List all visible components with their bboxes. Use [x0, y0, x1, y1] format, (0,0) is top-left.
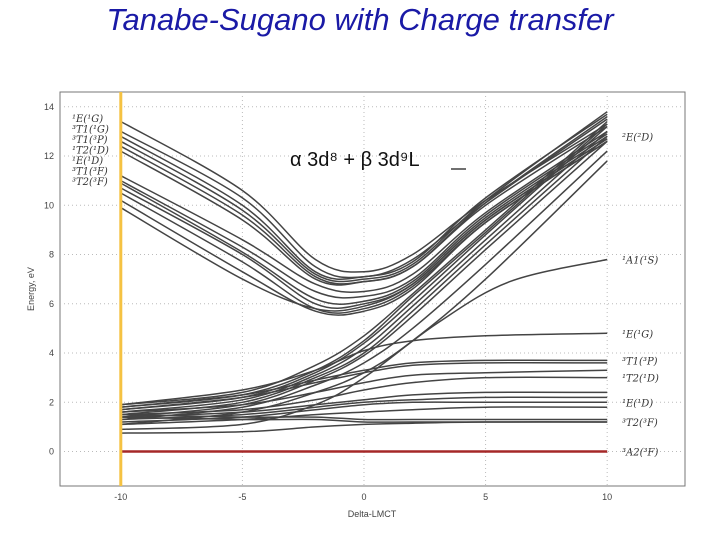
series-line-2 — [120, 113, 608, 281]
left-term-label-1: ³T1(¹G) — [72, 125, 109, 136]
right-term-label-0: ²E(²D) — [622, 132, 653, 143]
y-tick-label-1: 2 — [49, 397, 54, 407]
y-tick-label-6: 12 — [44, 151, 54, 161]
y-tick-label-4: 8 — [49, 250, 54, 260]
series-line-19 — [120, 150, 608, 421]
series-line-27 — [120, 391, 608, 418]
left-term-label-0: ¹E(¹G) — [72, 114, 103, 125]
series-line-25 — [120, 369, 608, 413]
right-term-label-4: ¹T2(¹D) — [622, 374, 659, 385]
y-tick-label-0: 0 — [49, 447, 54, 457]
right-term-labels: ²E(²D) ¹A1(¹S) ¹E(¹G) ³T1(³P) ¹T2(¹D) ¹E(¹D) ³… — [622, 132, 659, 458]
x-tick-label-4: 10 — [602, 492, 612, 502]
series-line-22 — [120, 332, 608, 406]
series-line-7 — [120, 133, 608, 299]
right-term-label-7: ³A2(³F) — [622, 448, 658, 459]
series-line-29 — [120, 401, 608, 423]
y-tick-label-2: 4 — [49, 348, 54, 358]
y-axis-label: Energy, eV — [26, 267, 36, 311]
series-line-31 — [120, 413, 608, 421]
ticks: 0 2 4 6 8 10 12 14 -10 -5 0 5 10 — [44, 102, 612, 502]
x-tick-label-3: 5 — [483, 492, 488, 502]
curves — [120, 111, 608, 453]
left-term-label-6: ³T2(³F) — [72, 177, 108, 188]
right-term-label-6: ³T2(³F) — [622, 418, 658, 429]
series-line-21 — [120, 258, 608, 431]
page-title: Tanabe-Sugano with Charge transfer — [106, 2, 614, 37]
series-line-30 — [120, 406, 608, 426]
series-line-3 — [120, 111, 608, 283]
series-line-1 — [120, 118, 608, 279]
series-line-5 — [120, 125, 608, 286]
series-line-6 — [120, 130, 608, 293]
series-line-17 — [120, 135, 608, 416]
series-line-33 — [120, 421, 608, 434]
series-line-24 — [120, 361, 608, 411]
series-line-23 — [120, 359, 608, 408]
right-term-label-5: ¹E(¹D) — [622, 398, 653, 409]
series-line-26 — [120, 376, 608, 416]
left-term-label-3: ¹T2(¹D) — [72, 146, 109, 157]
formula-annotation: α 3d⁸ + β 3d⁹L — [290, 149, 420, 171]
left-term-label-5: ³T1(³F) — [72, 167, 108, 178]
series-line-28 — [120, 396, 608, 421]
series-line-13 — [120, 120, 608, 406]
right-term-label-1: ¹A1(¹S) — [622, 255, 658, 266]
x-tick-label-2: 0 — [361, 492, 366, 502]
plot-frame — [59, 91, 686, 487]
right-term-label-3: ³T1(³P) — [622, 356, 658, 367]
left-term-label-4: ¹E(¹D) — [72, 156, 103, 167]
series-line-12 — [120, 138, 608, 312]
left-term-label-2: ³T1(³P) — [72, 135, 108, 146]
series-line-8 — [120, 135, 608, 306]
series-line-11 — [120, 140, 608, 316]
y-tick-label-3: 6 — [49, 299, 54, 309]
x-tick-label-0: -10 — [114, 492, 127, 502]
y-tick-label-5: 10 — [44, 200, 54, 210]
x-tick-label-1: -5 — [238, 492, 246, 502]
y-tick-label-7: 14 — [44, 102, 54, 112]
right-term-label-2: ¹E(¹G) — [622, 329, 653, 340]
series-line-16 — [120, 130, 608, 413]
left-term-labels: ¹E(¹G)³T1(¹G)³T1(³P)¹T2(¹D)¹E(¹D)³T1(³F)… — [72, 114, 109, 188]
x-axis-label: Delta-LMCT — [348, 509, 397, 519]
